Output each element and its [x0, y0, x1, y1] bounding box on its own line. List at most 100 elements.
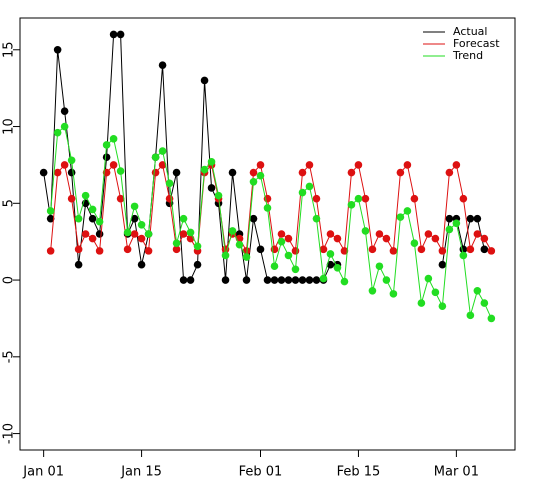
point — [109, 30, 118, 39]
point — [466, 311, 475, 320]
y-tick-label: 0 — [2, 276, 17, 284]
point — [417, 245, 426, 254]
point — [277, 276, 286, 284]
point — [389, 247, 398, 255]
point — [291, 247, 300, 255]
point — [74, 260, 83, 269]
point — [354, 161, 363, 169]
point — [102, 153, 111, 162]
point — [403, 207, 412, 215]
point — [95, 217, 104, 226]
point — [473, 287, 482, 295]
point — [256, 161, 265, 169]
point — [431, 234, 440, 243]
point — [382, 276, 391, 284]
point — [291, 265, 300, 274]
x-tick-label: Jan 01 — [22, 465, 64, 480]
point — [158, 61, 167, 69]
point — [109, 135, 118, 143]
point — [172, 245, 181, 254]
point — [214, 191, 223, 200]
point — [438, 247, 447, 255]
point — [60, 107, 69, 115]
legend-label: Actual — [453, 25, 487, 38]
point — [445, 214, 454, 223]
point — [109, 161, 118, 169]
point — [480, 299, 489, 307]
point — [123, 228, 132, 237]
y-tick-label: 5 — [2, 199, 17, 207]
point — [186, 276, 195, 284]
point — [326, 250, 335, 258]
point — [60, 122, 69, 131]
point — [207, 158, 216, 166]
point — [410, 239, 419, 248]
point — [235, 240, 244, 249]
point — [81, 230, 90, 238]
point — [67, 194, 76, 203]
point — [270, 276, 279, 284]
point — [298, 188, 307, 197]
point — [74, 245, 83, 254]
point — [284, 276, 293, 284]
x-tick-label: Feb 15 — [337, 465, 381, 480]
y-tick-label: -10 — [2, 423, 17, 444]
point — [424, 230, 433, 238]
point — [228, 227, 237, 235]
point — [459, 194, 468, 203]
point — [53, 128, 62, 137]
point — [116, 167, 125, 175]
point — [424, 274, 433, 283]
point — [74, 214, 83, 223]
point — [130, 230, 139, 238]
point — [249, 168, 258, 177]
point — [46, 207, 55, 215]
point — [312, 276, 321, 284]
point — [186, 228, 195, 237]
point — [200, 76, 209, 85]
point — [67, 168, 76, 177]
point — [326, 230, 335, 238]
point — [179, 214, 188, 223]
point — [319, 245, 328, 254]
point — [95, 247, 104, 255]
point — [256, 245, 265, 254]
point — [144, 247, 153, 255]
point — [305, 161, 314, 169]
point — [319, 274, 328, 283]
point — [165, 179, 174, 188]
point — [298, 276, 307, 284]
point — [452, 161, 461, 169]
x-tick-label: Jan 15 — [120, 465, 162, 480]
point — [249, 178, 258, 186]
series-line — [50, 163, 492, 253]
point — [151, 168, 160, 177]
point — [53, 45, 62, 54]
point — [221, 276, 230, 284]
point — [354, 194, 363, 203]
point — [389, 290, 398, 298]
point — [193, 260, 202, 269]
point — [438, 302, 447, 310]
point — [242, 276, 251, 284]
point — [116, 194, 125, 203]
plot-box — [19, 17, 516, 451]
point — [277, 237, 286, 246]
point — [130, 202, 139, 211]
point — [193, 242, 202, 251]
point — [137, 220, 146, 229]
point — [326, 260, 335, 269]
point — [39, 168, 48, 177]
point — [137, 234, 146, 243]
point — [256, 171, 265, 180]
y-tick-label: -5 — [1, 350, 16, 363]
point — [396, 213, 405, 221]
point — [207, 184, 216, 192]
point — [361, 227, 370, 235]
point — [333, 234, 342, 243]
point — [88, 234, 97, 243]
point — [284, 251, 293, 260]
point — [480, 234, 489, 243]
point — [284, 234, 293, 243]
point — [263, 276, 272, 284]
